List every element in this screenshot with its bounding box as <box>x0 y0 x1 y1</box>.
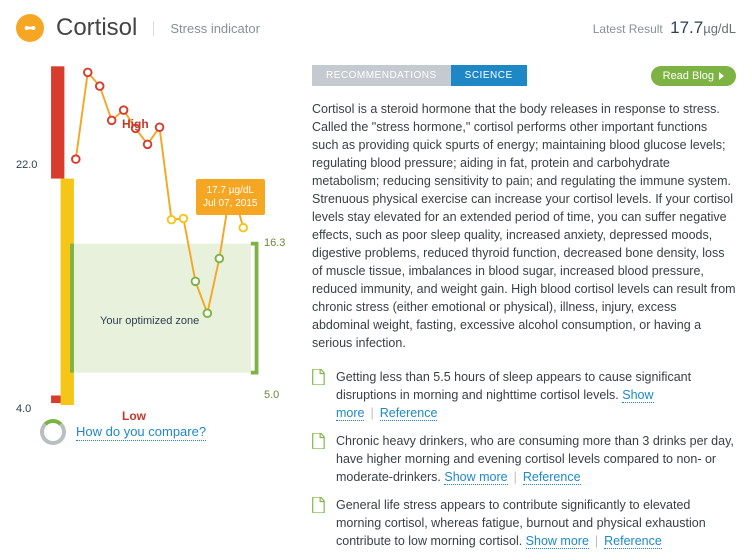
opt-top-label: 16.3 <box>264 237 285 249</box>
document-icon <box>312 433 326 486</box>
axis-max-label: 22.0 <box>16 159 37 171</box>
latest-result-value: 17.7 <box>670 18 703 37</box>
show-more-link[interactable]: Show more <box>526 534 589 549</box>
tab-row: RECOMMENDATIONS SCIENCE Read Blog <box>312 65 736 86</box>
document-icon <box>312 497 326 550</box>
description: Cortisol is a steroid hormone that the b… <box>312 100 736 352</box>
reference-link[interactable]: Reference <box>604 534 662 549</box>
tab-recommendations[interactable]: RECOMMENDATIONS <box>312 65 451 86</box>
fact-row: Getting less than 5.5 hours of sleep app… <box>312 368 736 422</box>
trend-chart: 22.0 4.0 16.3 5.0 High Low Your optimize… <box>16 53 284 405</box>
optimized-zone-label: Your optimized zone <box>100 315 199 327</box>
fact-text: Getting less than 5.5 hours of sleep app… <box>336 368 736 422</box>
fact-row: Chronic heavy drinkers, who are consumin… <box>312 432 736 486</box>
fact-text: Chronic heavy drinkers, who are consumin… <box>336 432 736 486</box>
header: Cortisol Stress indicator Latest Result … <box>0 0 752 53</box>
tooltip-date: Jul 07, 2015 <box>203 197 258 210</box>
page-title: Cortisol <box>56 14 137 42</box>
datapoint-tooltip: 17.7 µg/dL Jul 07, 2015 <box>196 179 265 215</box>
read-blog-button[interactable]: Read Blog <box>651 66 736 86</box>
reference-link[interactable]: Reference <box>523 470 581 485</box>
high-label: High <box>122 117 149 131</box>
read-blog-label: Read Blog <box>663 70 714 82</box>
latest-result-unit: µg/dL <box>703 21 736 36</box>
latest-result: Latest Result 17.7µg/dL <box>593 18 736 38</box>
reference-link[interactable]: Reference <box>380 406 438 421</box>
brand-icon <box>16 14 44 42</box>
fact-row: General life stress appears to contribut… <box>312 496 736 550</box>
fact-text: General life stress appears to contribut… <box>336 496 736 550</box>
compare-icon <box>40 419 66 445</box>
tooltip-value: 17.7 µg/dL <box>203 184 258 197</box>
compare-row: How do you compare? <box>16 419 284 445</box>
compare-link[interactable]: How do you compare? <box>76 424 206 441</box>
latest-result-label: Latest Result <box>593 22 663 36</box>
opt-bot-label: 5.0 <box>264 389 279 401</box>
tab-science[interactable]: SCIENCE <box>451 65 527 86</box>
show-more-link[interactable]: Show more <box>444 470 507 485</box>
axis-min-label: 4.0 <box>16 403 31 415</box>
page-subtitle: Stress indicator <box>153 21 260 36</box>
low-label: Low <box>122 409 146 423</box>
document-icon <box>312 369 326 422</box>
